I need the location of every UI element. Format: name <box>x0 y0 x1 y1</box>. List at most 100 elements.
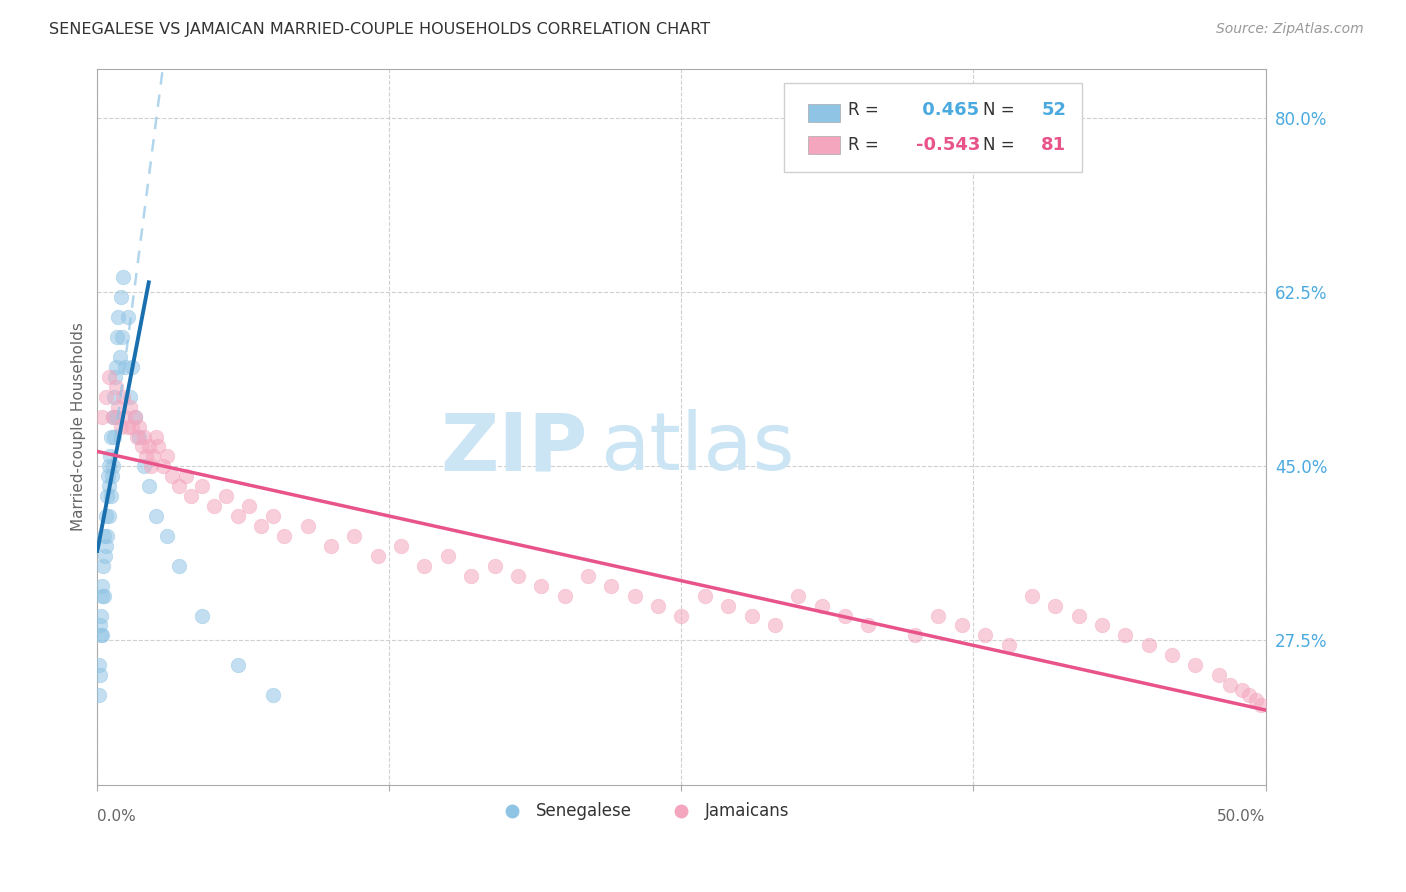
Point <box>1137 639 1160 653</box>
Y-axis label: Married-couple Households: Married-couple Households <box>72 322 86 531</box>
Point <box>974 628 997 642</box>
Point <box>121 359 143 374</box>
Point <box>215 489 238 503</box>
Text: R =: R = <box>848 136 884 154</box>
Point <box>600 579 623 593</box>
Point <box>858 618 880 632</box>
Point <box>100 489 122 503</box>
Point <box>117 310 139 325</box>
Point <box>927 608 949 623</box>
Point <box>834 608 856 623</box>
Point <box>108 350 131 364</box>
Point <box>89 668 111 682</box>
Text: 0.0%: 0.0% <box>97 810 136 824</box>
Point <box>91 409 114 424</box>
Point <box>343 529 366 543</box>
Text: N =: N = <box>983 136 1019 154</box>
Point <box>1091 618 1114 632</box>
Point <box>97 469 120 483</box>
Text: Senegalese: Senegalese <box>536 802 631 820</box>
Point <box>576 568 599 582</box>
Point <box>110 290 132 304</box>
Point <box>484 558 506 573</box>
FancyBboxPatch shape <box>807 104 841 122</box>
Point <box>96 529 118 543</box>
Point <box>1250 698 1272 712</box>
Point <box>156 529 179 543</box>
Point <box>110 419 132 434</box>
Point <box>717 599 740 613</box>
Point <box>94 509 117 524</box>
Point <box>120 390 142 404</box>
Point <box>98 450 121 464</box>
Point <box>132 429 155 443</box>
Point <box>104 369 127 384</box>
Point <box>145 429 167 443</box>
Point <box>142 450 165 464</box>
Text: atlas: atlas <box>599 409 794 487</box>
Point <box>89 658 111 673</box>
Point <box>100 429 122 443</box>
Point <box>93 589 115 603</box>
Point <box>98 459 121 474</box>
Point <box>105 330 128 344</box>
FancyBboxPatch shape <box>807 136 841 154</box>
Text: 52: 52 <box>1042 102 1066 120</box>
Point <box>671 608 693 623</box>
Point <box>107 400 129 414</box>
Point <box>1244 693 1267 707</box>
Point <box>262 688 284 702</box>
Point <box>112 270 135 285</box>
Point <box>238 499 260 513</box>
Point <box>554 589 576 603</box>
Point <box>138 440 160 454</box>
Point <box>1067 608 1090 623</box>
Point <box>262 509 284 524</box>
Point <box>96 539 118 553</box>
Point <box>413 558 436 573</box>
Point <box>319 539 342 553</box>
Point <box>904 628 927 642</box>
Point <box>93 529 115 543</box>
Point <box>125 429 148 443</box>
Point <box>1045 599 1067 613</box>
Point <box>135 450 157 464</box>
Point <box>1114 628 1136 642</box>
Point <box>623 589 645 603</box>
Point <box>180 489 202 503</box>
Point <box>174 469 197 483</box>
Point <box>530 579 553 593</box>
Point <box>91 558 114 573</box>
Point <box>763 618 786 632</box>
Text: Jamaicans: Jamaicans <box>704 802 789 820</box>
Point <box>146 440 169 454</box>
Point <box>167 558 190 573</box>
Point <box>90 589 112 603</box>
Point <box>111 330 134 344</box>
Point <box>297 519 319 533</box>
Point <box>145 509 167 524</box>
Point <box>103 429 125 443</box>
Point <box>128 429 150 443</box>
Point <box>101 469 124 483</box>
Text: -0.543: -0.543 <box>917 136 980 154</box>
Point <box>367 549 389 563</box>
Point <box>156 450 179 464</box>
Point <box>90 628 112 642</box>
Point <box>810 599 832 613</box>
Point <box>191 479 214 493</box>
Text: R =: R = <box>848 102 884 120</box>
Point <box>97 509 120 524</box>
Point <box>96 489 118 503</box>
Point <box>1208 668 1230 682</box>
Point <box>167 479 190 493</box>
Point <box>436 549 458 563</box>
Point <box>1237 688 1260 702</box>
Point <box>105 359 128 374</box>
Point <box>87 688 110 702</box>
Point <box>101 409 124 424</box>
Point <box>139 459 162 474</box>
Point <box>787 589 810 603</box>
Point <box>647 599 669 613</box>
Point <box>105 380 128 394</box>
